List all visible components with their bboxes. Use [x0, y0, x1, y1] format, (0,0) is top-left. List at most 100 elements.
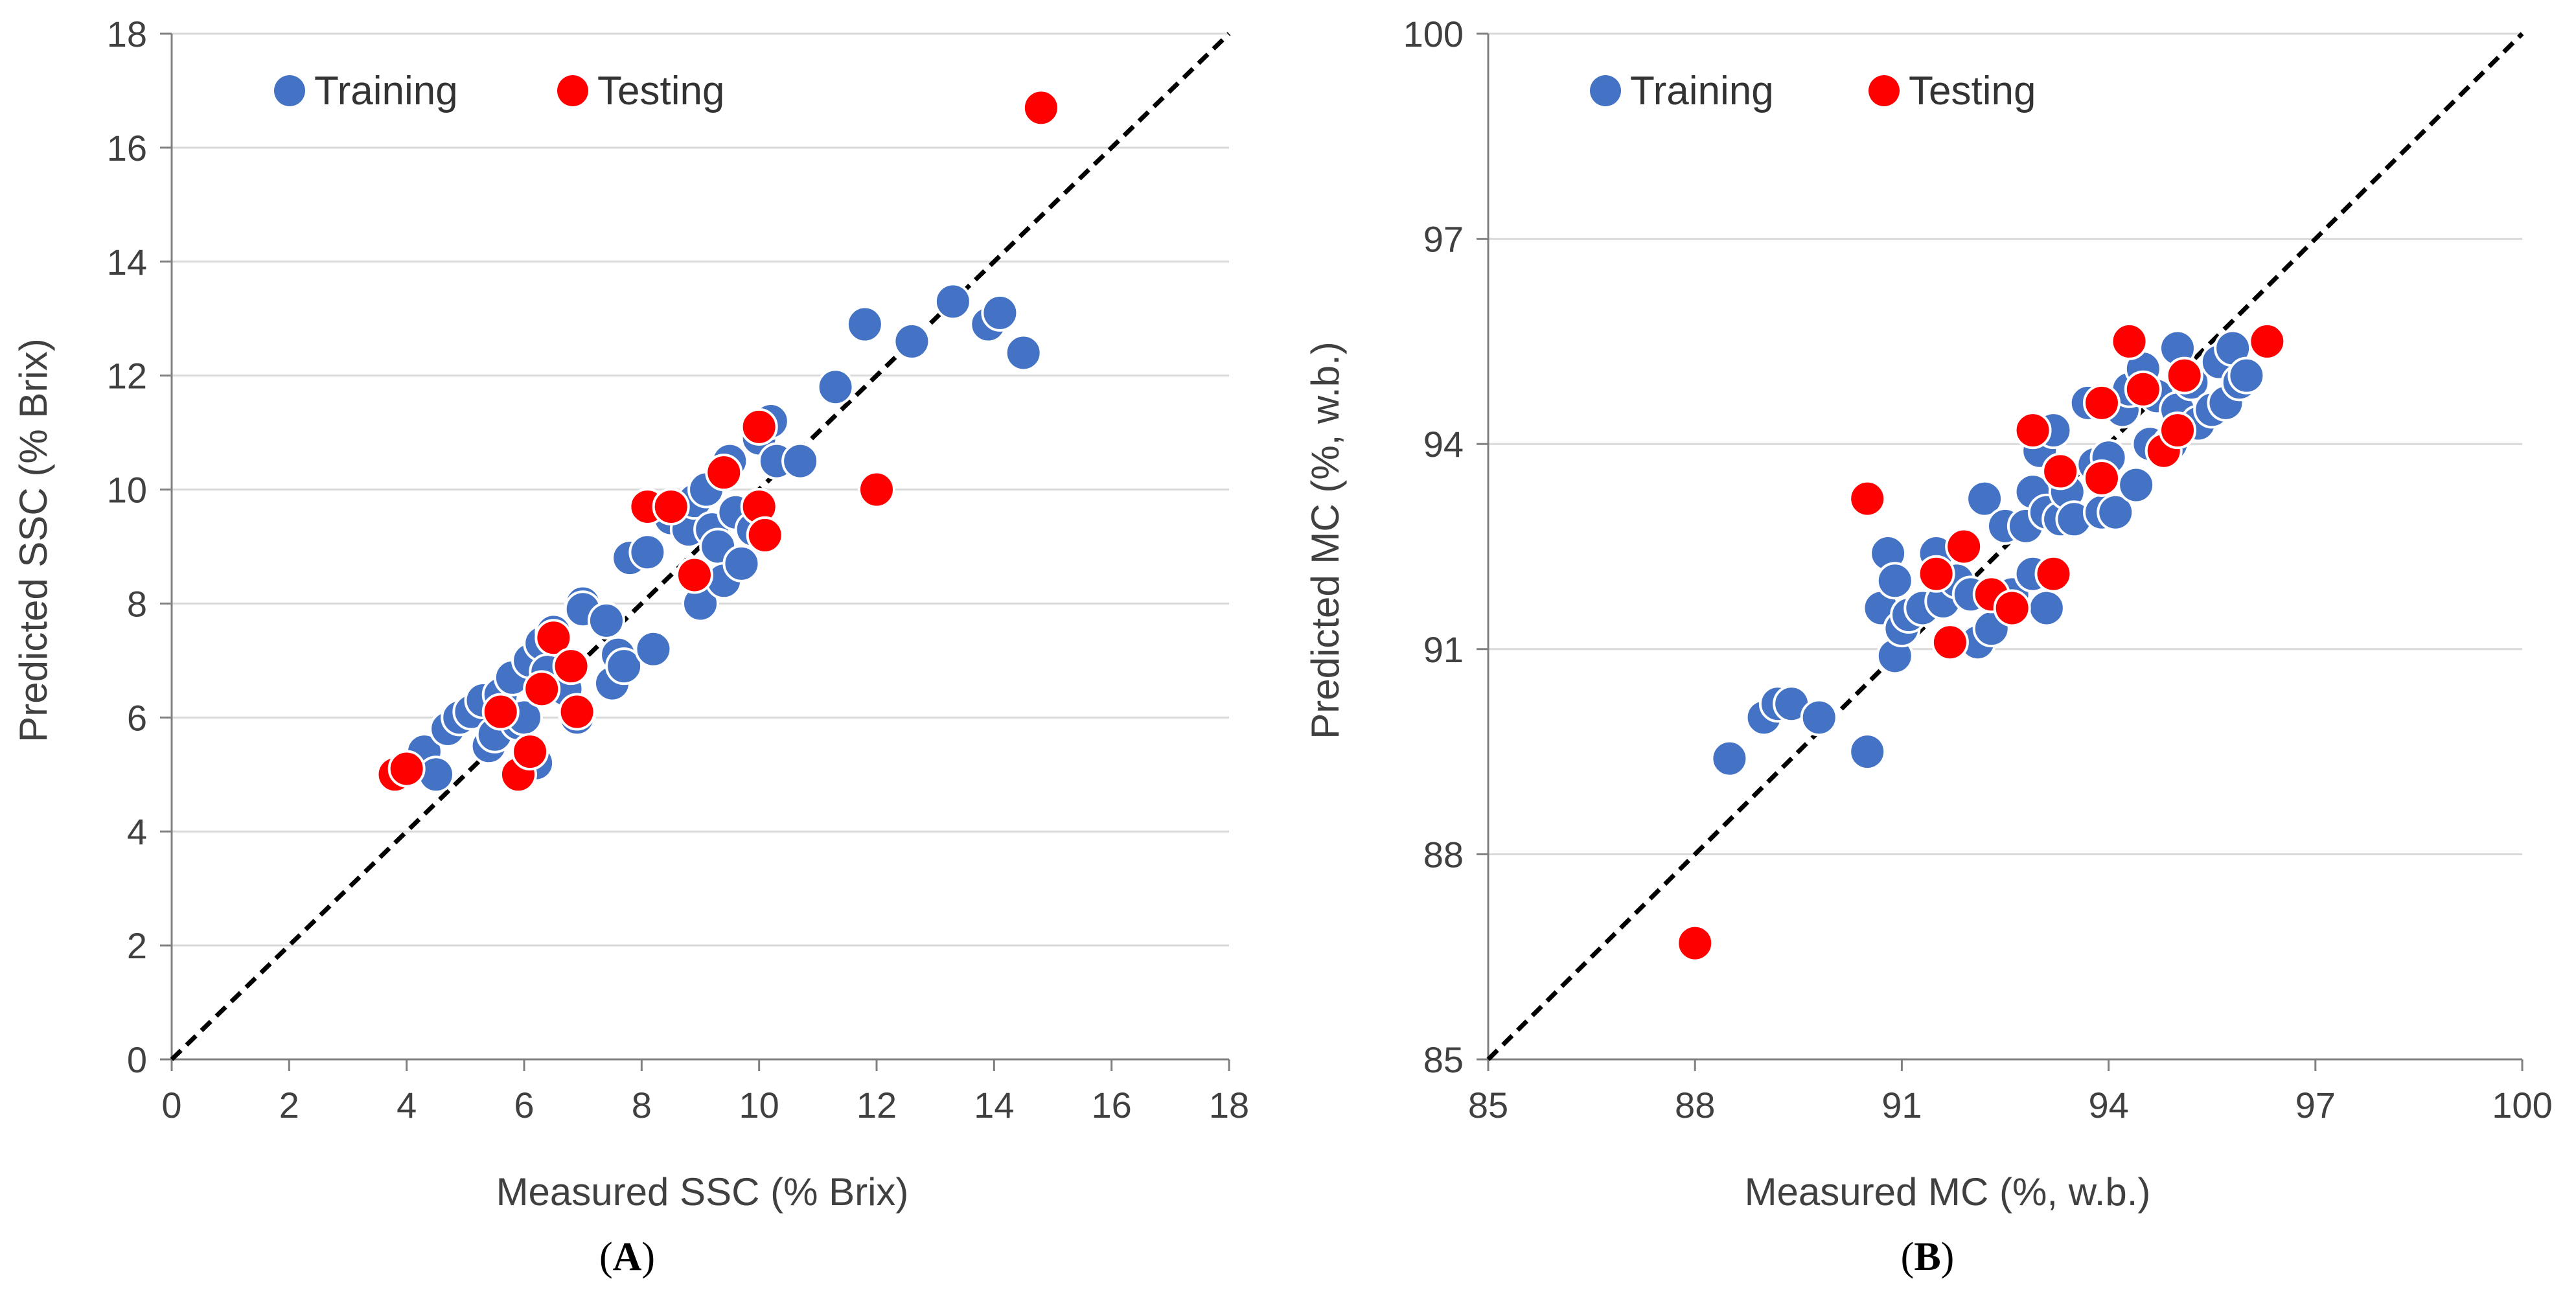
panel-a-y-tick-label-6: 12	[107, 356, 147, 397]
panel-b-training-point-4	[1800, 698, 1838, 737]
panel-a-training-point-51	[1004, 334, 1042, 372]
panel-b-reference-line-group	[1486, 32, 2524, 1061]
panel-b-testing-point-7	[2014, 411, 2052, 450]
panel-a-y-tick-label-4: 8	[127, 583, 147, 624]
panel-a-testing-point-17	[1022, 89, 1060, 127]
panel-b-gridlines	[1488, 32, 2522, 855]
panel-b-testing-point-15	[2159, 411, 2196, 450]
panel-a-training-point-47	[893, 322, 931, 360]
panel-a-legend: Training Testing	[274, 69, 724, 113]
panel-b-x-tick-label-3: 94	[2088, 1085, 2128, 1125]
panel-b-training-point-39	[2117, 466, 2156, 504]
panel-b-training-point-26	[2027, 589, 2065, 627]
panel-a-testing-point-8	[558, 693, 596, 731]
panel-b-testing-point-10	[2082, 384, 2121, 422]
panel-a-testing-point-12	[705, 454, 743, 492]
panel-b-axes	[1477, 32, 2524, 1071]
panel-b-testing-point-8	[2034, 555, 2073, 593]
panel-b-testing-point-16	[2165, 356, 2203, 395]
panel-a-testing-point-4	[511, 733, 549, 771]
panel-a-x-tick-label-2: 4	[397, 1085, 417, 1125]
panel-b-reference-line	[1486, 32, 2524, 1061]
panel-a-x-axis-title: Measured SSC (% Brix)	[496, 1170, 909, 1214]
panel-b-training-point-9	[1876, 562, 1914, 600]
panel-a-training-point-45	[816, 368, 855, 406]
panel-b-training-point-5	[1848, 733, 1887, 771]
panel-a-legend-testing-label: Testing	[597, 69, 724, 113]
panel-b-legend: Training Testing	[1590, 69, 2036, 113]
panel-a-testing-point-5	[523, 670, 561, 708]
panel-b-training-point-0	[1710, 739, 1749, 778]
panel-a-x-tick-label-0: 0	[161, 1085, 181, 1125]
panel-a-training-point-46	[845, 305, 884, 343]
panel-a-axes	[160, 32, 1230, 1071]
panel-a-testing-point-10	[652, 487, 690, 525]
panel-b-training-point-36	[2097, 493, 2135, 531]
panel-b-testing-point-17	[2248, 322, 2286, 360]
panel-b-legend-testing-label: Testing	[1909, 69, 2036, 113]
panel-a-training-point-27	[628, 533, 667, 571]
panel-b-legend-training-marker	[1590, 75, 1621, 106]
panel-b-y-axis-title: Predicted MC (%, w.b.)	[1304, 341, 1347, 739]
panel-b-y-tick-label-0: 85	[1423, 1039, 1464, 1080]
panel-a-x-tick-label-1: 2	[279, 1085, 299, 1125]
panel-a-legend-training-marker	[274, 75, 305, 106]
panel-b-training-point-53	[2227, 356, 2266, 395]
panel-a-y-tick-label-7: 14	[107, 242, 147, 283]
panel-a-y-tick-labels: 0 2 4 6 8 10 12 14 16 18	[107, 14, 147, 1080]
panel-b-x-tick-labels: 85 88 91 94 97 100	[1468, 1085, 2553, 1125]
panel-a-testing-point-15	[746, 516, 784, 554]
panel-b-testing-point-13	[2124, 370, 2162, 408]
panel-a-x-tick-label-3: 6	[514, 1085, 534, 1125]
panel-a-y-tick-label-0: 0	[127, 1039, 147, 1080]
panel-a-training-point-25	[605, 647, 643, 686]
panel-a-training-point-50	[981, 294, 1019, 332]
panel-b-y-tick-label-4: 97	[1423, 219, 1464, 260]
panel-b-training-point-18	[1966, 479, 2004, 518]
panel-b-y-tick-label-1: 88	[1423, 834, 1464, 875]
panel-a-testing-point-13	[740, 408, 778, 446]
panel-a-y-tick-label-9: 18	[107, 14, 147, 54]
panel-b-x-tick-label-1: 88	[1675, 1085, 1715, 1125]
panel-b-y-tick-label-2: 91	[1423, 629, 1464, 670]
panel-b-testing-point-1	[1848, 479, 1887, 518]
panel-a-x-tick-label-5: 10	[739, 1085, 779, 1125]
panel-b-y-tick-labels: 85 88 91 94 97 100	[1403, 14, 1464, 1080]
panel-b-caption: (B)	[1901, 1235, 1955, 1279]
panel-a-y-tick-label-8: 16	[107, 128, 147, 168]
panel-a-x-tick-label-8: 16	[1092, 1085, 1132, 1125]
panel-a-training-point-39	[722, 544, 761, 583]
panel-b-x-tick-label-4: 97	[2295, 1085, 2336, 1125]
panel-a-legend-testing-marker	[557, 75, 588, 106]
panel-b-x-tick-label-2: 91	[1881, 1085, 1922, 1125]
panel-a-training-point-48	[934, 283, 972, 321]
panel-a-training-point-28	[634, 630, 673, 668]
panel-b-testing-point-0	[1676, 924, 1714, 962]
panel-b-points	[1676, 322, 2286, 962]
panel-a-testing-point-11	[675, 556, 713, 594]
panel-a-x-tick-label-7: 14	[974, 1085, 1014, 1125]
panel-a-testing-point-1	[387, 750, 426, 788]
panel-b-x-tick-label-5: 100	[2492, 1085, 2552, 1125]
panel-a-caption-letter: A	[613, 1235, 642, 1279]
panel-a-y-tick-label-2: 4	[127, 811, 147, 852]
panel-a-x-tick-labels: 0 2 4 6 8 10 12 14 16 18	[161, 1085, 1249, 1125]
panel-b-y-tick-label-3: 94	[1423, 424, 1464, 465]
panel-a-y-tick-label-1: 2	[127, 925, 147, 966]
panel-a-y-tick-label-5: 10	[107, 470, 147, 511]
panel-a-caption: (A)	[599, 1235, 655, 1279]
panel-b-testing-point-6	[1993, 589, 2031, 627]
panel-b-legend-testing-marker	[1869, 75, 1900, 106]
panel-a-points	[376, 89, 1060, 794]
panel-a-x-tick-label-4: 8	[632, 1085, 652, 1125]
panel-a-testing-point-16	[858, 470, 895, 509]
panel-b-legend-training-label: Training	[1630, 69, 1774, 113]
panel-b-x-tick-label-0: 85	[1468, 1085, 1508, 1125]
panel-b-testing-point-9	[2041, 452, 2080, 490]
panel-b-testing-point-4	[1945, 527, 1983, 566]
panel-a-testing-point-6	[535, 619, 573, 657]
panel-a-x-tick-label-6: 12	[857, 1085, 897, 1125]
panel-a-x-tick-label-9: 18	[1209, 1085, 1249, 1125]
panel-b: 85 88 91 94 97 100 85 88 91 94 97 100 Measured MC …	[1304, 14, 2553, 1279]
panel-a-y-axis-title: Predicted SSC (% Brix)	[12, 338, 55, 743]
